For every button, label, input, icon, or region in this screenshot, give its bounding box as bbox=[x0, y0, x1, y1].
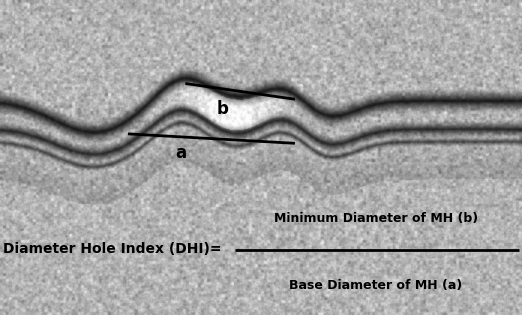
Text: b: b bbox=[217, 100, 229, 118]
Text: Diameter Hole Index (DHI)=: Diameter Hole Index (DHI)= bbox=[3, 242, 221, 256]
Text: Minimum Diameter of MH (b): Minimum Diameter of MH (b) bbox=[274, 212, 478, 226]
Text: Base Diameter of MH (a): Base Diameter of MH (a) bbox=[289, 278, 462, 292]
Text: a: a bbox=[175, 144, 186, 162]
